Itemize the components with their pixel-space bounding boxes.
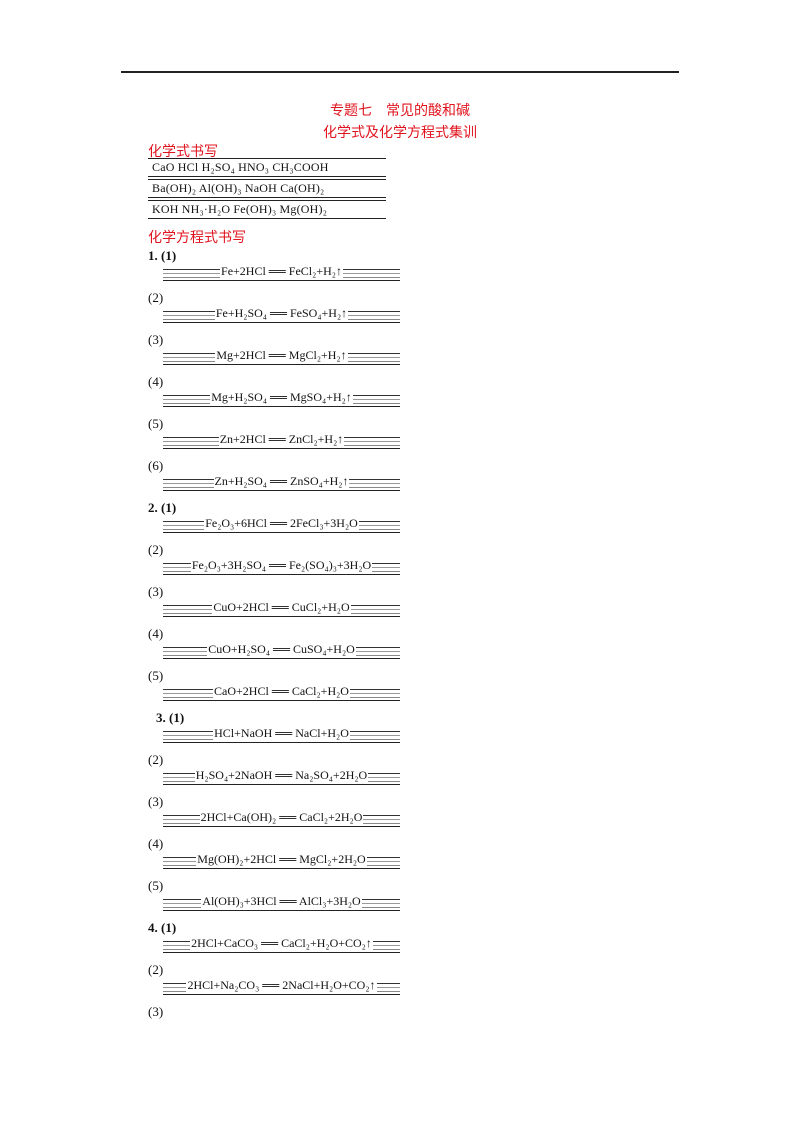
header-rule — [121, 71, 679, 73]
item-label: (2) — [148, 962, 164, 977]
equation-text: 2HCl+CaCO₃ ══ CaCl₂+H₂O+CO₂↑ — [190, 936, 373, 950]
equation-text: Mg(OH)₂+2HCl ══ MgCl₂+2H₂O — [196, 852, 367, 866]
equation-text: Fe+H₂SO₄ ══ FeSO₄+H₂↑ — [214, 306, 349, 320]
equation-line: CuO+2HCl ══ CuCl₂+H₂O — [163, 600, 400, 617]
item-label: 4. (1) — [148, 920, 177, 935]
equation-line: Mg+H₂SO₄ ══ MgSO₄+H₂↑ — [163, 390, 400, 407]
equation-text: CuO+H₂SO₄ ══ CuSO₄+H₂O — [207, 642, 356, 656]
equation-line: Fe₂O₃+6HCl ══ 2FeCl₃+3H₂O — [163, 516, 400, 533]
formula-row: KOH NH₃·H₂O Fe(OH)₃ Mg(OH)₂ — [148, 200, 386, 219]
formula-row: Ba(OH)₂ Al(OH)₃ NaOH Ca(OH)₂ — [148, 179, 386, 198]
equation-line: CuO+H₂SO₄ ══ CuSO₄+H₂O — [163, 642, 400, 659]
equation-section-heading: 化学方程式书写 — [148, 230, 246, 246]
equation-text: CuO+2HCl ══ CuCl₂+H₂O — [212, 600, 351, 614]
equation-line: Mg(OH)₂+2HCl ══ MgCl₂+2H₂O — [163, 852, 400, 869]
equation-text: Zn+H₂SO₄ ══ ZnSO₄+H₂↑ — [213, 474, 350, 488]
item-label: 2. (1) — [148, 500, 177, 515]
item-label: (2) — [148, 752, 164, 767]
formula-row-text: CaO HCl H₂SO₄ HNO₃ CH₃COOH — [152, 160, 329, 174]
formula-row-text: Ba(OH)₂ Al(OH)₃ NaOH Ca(OH)₂ — [152, 181, 325, 195]
equation-text: HCl+NaOH ══ NaCl+H₂O — [213, 726, 350, 740]
formula-row: CaO HCl H₂SO₄ HNO₃ CH₃COOH — [148, 158, 386, 177]
equation-text: Zn+2HCl ══ ZnCl₂+H₂↑ — [218, 432, 345, 446]
equation-line: 2HCl+Na₂CO₃ ══ 2NaCl+H₂O+CO₂↑ — [163, 978, 400, 995]
page-title: 专题七 常见的酸和碱 — [330, 103, 470, 119]
page-subtitle: 化学式及化学方程式集训 — [323, 125, 477, 141]
equation-line: CaO+2HCl ══ CaCl₂+H₂O — [163, 684, 400, 701]
equation-line: 2HCl+Ca(OH)₂ ══ CaCl₂+2H₂O — [163, 810, 400, 827]
equation-text: Fe+2HCl ══ FeCl₂+H₂↑ — [220, 264, 343, 278]
equation-text: 2HCl+Na₂CO₃ ══ 2NaCl+H₂O+CO₂↑ — [186, 978, 377, 992]
equation-line: Mg+2HCl ══ MgCl₂+H₂↑ — [163, 348, 400, 365]
item-label: (4) — [148, 374, 164, 389]
equation-text: Fe₂O₃+6HCl ══ 2FeCl₃+3H₂O — [204, 516, 359, 530]
equation-line: HCl+NaOH ══ NaCl+H₂O — [163, 726, 400, 743]
item-label: (6) — [148, 458, 164, 473]
equation-text: H₂SO₄+2NaOH ══ Na₂SO₄+2H₂O — [194, 768, 369, 782]
equation-line: H₂SO₄+2NaOH ══ Na₂SO₄+2H₂O — [163, 768, 400, 785]
equation-text: Al(OH)₃+3HCl ══ AlCl₃+3H₂O — [201, 894, 362, 908]
item-label: (5) — [148, 668, 164, 683]
equation-line: Fe+2HCl ══ FeCl₂+H₂↑ — [163, 264, 400, 281]
item-label: (4) — [148, 836, 164, 851]
item-label: (2) — [148, 542, 164, 557]
equation-line: Zn+2HCl ══ ZnCl₂+H₂↑ — [163, 432, 400, 449]
item-label: (3) — [148, 794, 164, 809]
equation-text: Fe₂O₃+3H₂SO₄ ══ Fe₂(SO₄)₃+3H₂O — [190, 558, 373, 572]
equation-text: Mg+2HCl ══ MgCl₂+H₂↑ — [215, 348, 348, 362]
equation-line: 2HCl+CaCO₃ ══ CaCl₂+H₂O+CO₂↑ — [163, 936, 400, 953]
equation-line: Fe+H₂SO₄ ══ FeSO₄+H₂↑ — [163, 306, 400, 323]
equation-text: CaO+2HCl ══ CaCl₂+H₂O — [213, 684, 350, 698]
item-label: (4) — [148, 626, 164, 641]
item-label: (3) — [148, 1004, 164, 1019]
formula-row-text: KOH NH₃·H₂O Fe(OH)₃ Mg(OH)₂ — [152, 202, 328, 216]
equation-line: Fe₂O₃+3H₂SO₄ ══ Fe₂(SO₄)₃+3H₂O — [163, 558, 400, 575]
item-label: (3) — [148, 332, 164, 347]
equation-text: 2HCl+Ca(OH)₂ ══ CaCl₂+2H₂O — [199, 810, 364, 824]
equation-line: Al(OH)₃+3HCl ══ AlCl₃+3H₂O — [163, 894, 400, 911]
item-label: (5) — [148, 416, 164, 431]
item-label: 3. (1) — [156, 710, 185, 725]
item-label: (2) — [148, 290, 164, 305]
formula-section-heading: 化学式书写 — [148, 144, 218, 160]
equation-text: Mg+H₂SO₄ ══ MgSO₄+H₂↑ — [210, 390, 353, 404]
item-label: 1. (1) — [148, 248, 177, 263]
item-label: (3) — [148, 584, 164, 599]
item-label: (5) — [148, 878, 164, 893]
equation-line: Zn+H₂SO₄ ══ ZnSO₄+H₂↑ — [163, 474, 400, 491]
